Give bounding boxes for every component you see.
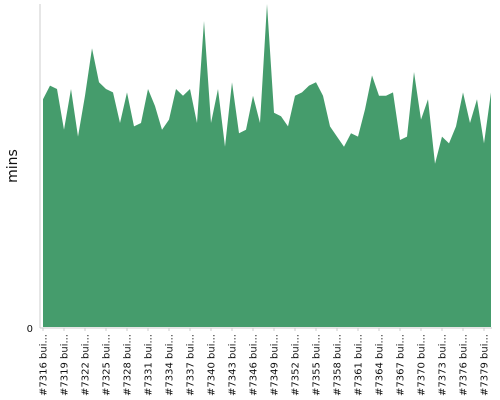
x-tick-label: #7337 bui... [186, 334, 197, 396]
x-tick-label: #7340 bui... [207, 334, 218, 396]
x-tick-label: #7379 bui... [480, 334, 491, 396]
x-tick-labels: #7316 bui... #7319 bui... #7322 bui... #732… [39, 328, 491, 396]
x-tick-label: #7316 bui... [39, 334, 50, 396]
x-tick-label: #7361 bui... [354, 334, 365, 396]
x-tick-label: #7373 bui... [438, 334, 449, 396]
x-tick-label: #7322 bui... [81, 334, 92, 396]
x-tick-label: #7343 bui... [228, 334, 239, 396]
x-tick-label: #7370 bui... [417, 334, 428, 396]
x-tick-label: #7346 bui... [249, 334, 260, 396]
x-tick-label: #7328 bui... [123, 334, 134, 396]
x-tick-label: #7325 bui... [102, 334, 113, 396]
series-area [43, 4, 491, 327]
y-tick-label-0: 0 [27, 324, 33, 335]
x-tick-label: #7331 bui... [144, 334, 155, 396]
x-tick-label: #7367 bui... [396, 334, 407, 396]
x-tick-label: #7358 bui... [333, 334, 344, 396]
x-tick-label: #7376 bui... [459, 334, 470, 396]
x-tick-label: #7355 bui... [312, 334, 323, 396]
y-axis-title: mins [5, 149, 21, 183]
x-tick-label: #7334 bui... [165, 334, 176, 396]
x-tick-label: #7319 bui... [60, 334, 71, 396]
x-tick-label: #7349 bui... [270, 334, 281, 396]
x-tick-label: #7364 bui... [375, 334, 386, 396]
x-tick-label: #7352 bui... [291, 334, 302, 396]
